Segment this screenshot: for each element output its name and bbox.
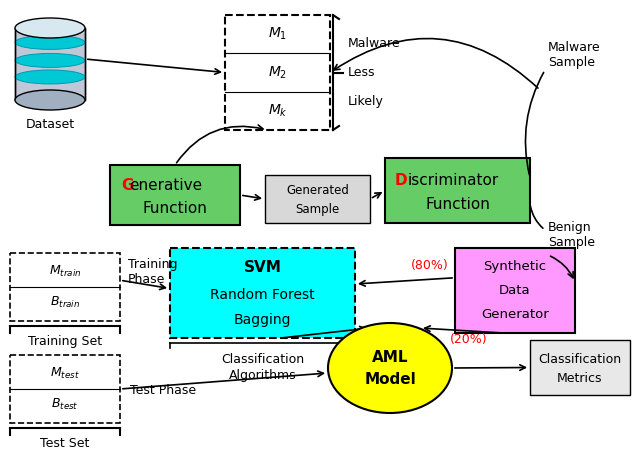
Bar <box>10 355 120 423</box>
Text: Algorithms: Algorithms <box>228 369 296 382</box>
Text: Benign
Sample: Benign Sample <box>548 221 595 249</box>
Text: Classification: Classification <box>538 353 621 366</box>
Text: iscriminator: iscriminator <box>408 173 499 188</box>
Text: Test Set: Test Set <box>40 437 90 450</box>
Ellipse shape <box>15 53 85 67</box>
Ellipse shape <box>328 323 452 413</box>
Text: Data: Data <box>499 284 531 297</box>
Ellipse shape <box>15 18 85 38</box>
Text: $M_{test}$: $M_{test}$ <box>50 366 80 381</box>
Text: Likely: Likely <box>348 95 384 108</box>
Ellipse shape <box>15 90 85 110</box>
Text: Generated: Generated <box>286 184 349 197</box>
Text: enerative: enerative <box>129 178 203 194</box>
Text: Training Set: Training Set <box>28 335 102 348</box>
Ellipse shape <box>15 70 85 84</box>
Text: Dataset: Dataset <box>26 118 75 131</box>
Text: Sample: Sample <box>296 203 340 216</box>
Text: $B_{test}$: $B_{test}$ <box>51 397 79 412</box>
Bar <box>530 340 630 395</box>
Bar <box>15 28 85 100</box>
Text: (80%): (80%) <box>411 259 449 271</box>
Bar <box>265 175 370 223</box>
Text: Generator: Generator <box>481 308 549 321</box>
Text: $M_k$: $M_k$ <box>268 102 287 119</box>
Bar <box>170 248 355 338</box>
Text: Function: Function <box>425 197 490 212</box>
Text: Test Phase: Test Phase <box>130 383 196 396</box>
Text: (20%): (20%) <box>450 334 488 346</box>
Text: Random Forest: Random Forest <box>210 288 315 302</box>
Bar <box>10 253 120 321</box>
Text: SVM: SVM <box>244 260 282 275</box>
Text: Metrics: Metrics <box>557 372 603 385</box>
Bar <box>225 15 330 130</box>
Bar <box>385 158 530 223</box>
Text: Classification: Classification <box>221 353 304 366</box>
Text: AML: AML <box>372 351 408 365</box>
Bar <box>455 248 575 333</box>
Text: Function: Function <box>143 201 207 216</box>
Text: $B_{train}$: $B_{train}$ <box>50 295 80 310</box>
Text: Malware: Malware <box>348 37 401 50</box>
Text: Bagging: Bagging <box>234 313 291 327</box>
Text: Malware
Sample: Malware Sample <box>548 41 600 69</box>
Text: Model: Model <box>364 372 416 388</box>
Text: $M_{train}$: $M_{train}$ <box>49 264 81 279</box>
Text: Less: Less <box>348 66 376 79</box>
Text: G: G <box>122 178 134 194</box>
Text: D: D <box>395 173 407 188</box>
Ellipse shape <box>15 35 85 50</box>
Bar <box>110 165 240 225</box>
Text: $M_1$: $M_1$ <box>268 26 287 42</box>
Text: Training
Phase: Training Phase <box>128 258 177 286</box>
Text: $M_2$: $M_2$ <box>268 64 287 81</box>
Text: Synthetic: Synthetic <box>483 260 547 273</box>
